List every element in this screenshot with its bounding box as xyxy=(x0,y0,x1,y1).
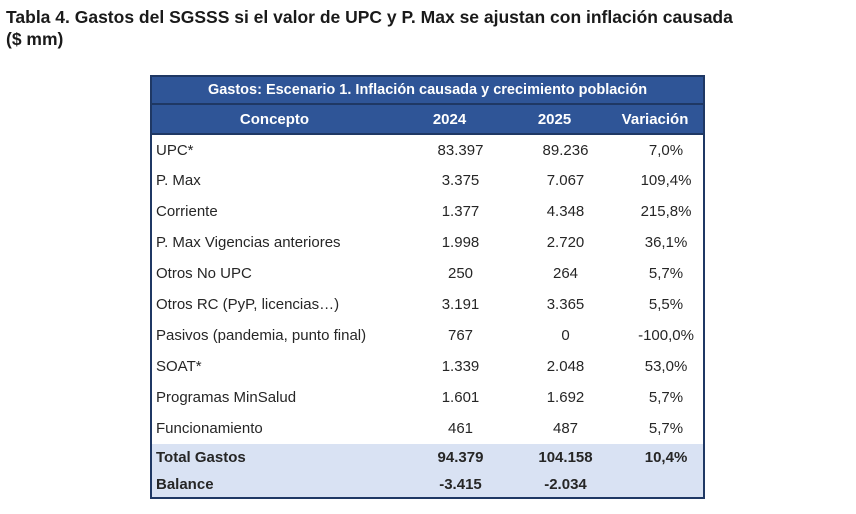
cell-2024: 250 xyxy=(397,258,502,289)
cell-concepto: Corriente xyxy=(151,196,397,227)
cell-2024: 3.375 xyxy=(397,165,502,196)
table-row: Pasivos (pandemia, punto final) 767 0 -1… xyxy=(151,320,705,351)
table-row: UPC* 83.397 89.236 7,0% xyxy=(151,134,705,165)
page-title: Tabla 4. Gastos del SGSSS si el valor de… xyxy=(6,6,850,51)
column-header-concepto: Concepto xyxy=(151,104,397,135)
cell-2025: 0 xyxy=(502,320,607,351)
cell-variacion: 5,7% xyxy=(607,258,705,289)
cell-2025: 487 xyxy=(502,413,607,444)
table-row: Programas MinSalud 1.601 1.692 5,7% xyxy=(151,382,705,413)
cell-2025: 89.236 xyxy=(502,134,607,165)
table-banner: Gastos: Escenario 1. Inflación causada y… xyxy=(151,76,705,105)
cell-variacion: 5,7% xyxy=(607,413,705,444)
page-title-unit: ($ mm) xyxy=(6,29,64,50)
balance-row: Balance -3.415 -2.034 xyxy=(151,471,705,498)
cell-2024: -3.415 xyxy=(397,471,502,498)
cell-concepto: Balance xyxy=(151,471,397,498)
cell-2025: -2.034 xyxy=(502,471,607,498)
cell-2024: 767 xyxy=(397,320,502,351)
table-row: SOAT* 1.339 2.048 53,0% xyxy=(151,351,705,382)
table-row: Otros No UPC 250 264 5,7% xyxy=(151,258,705,289)
cell-2025: 2.048 xyxy=(502,351,607,382)
cell-variacion: 7,0% xyxy=(607,134,705,165)
cell-2024: 1.377 xyxy=(397,196,502,227)
cell-2025: 1.692 xyxy=(502,382,607,413)
cell-variacion: 215,8% xyxy=(607,196,705,227)
cell-2024: 1.601 xyxy=(397,382,502,413)
gastos-table: Gastos: Escenario 1. Inflación causada y… xyxy=(150,75,706,499)
column-header-2025: 2025 xyxy=(502,104,607,135)
cell-variacion xyxy=(607,471,705,498)
table-header-row: Concepto 2024 2025 Variación xyxy=(151,104,705,135)
cell-2024: 1.998 xyxy=(397,227,502,258)
cell-2025: 4.348 xyxy=(502,196,607,227)
cell-2024: 83.397 xyxy=(397,134,502,165)
cell-variacion: 53,0% xyxy=(607,351,705,382)
cell-concepto: P. Max xyxy=(151,165,397,196)
gastos-table-container: Gastos: Escenario 1. Inflación causada y… xyxy=(150,75,706,499)
table-row: Corriente 1.377 4.348 215,8% xyxy=(151,196,705,227)
cell-concepto: UPC* xyxy=(151,134,397,165)
cell-2025: 264 xyxy=(502,258,607,289)
table-row: P. Max Vigencias anteriores 1.998 2.720 … xyxy=(151,227,705,258)
cell-concepto: P. Max Vigencias anteriores xyxy=(151,227,397,258)
cell-concepto: Funcionamiento xyxy=(151,413,397,444)
cell-concepto: Otros No UPC xyxy=(151,258,397,289)
cell-2024: 3.191 xyxy=(397,289,502,320)
cell-2025: 104.158 xyxy=(502,444,607,471)
cell-concepto: Total Gastos xyxy=(151,444,397,471)
table-banner-row: Gastos: Escenario 1. Inflación causada y… xyxy=(151,76,705,105)
cell-concepto: Pasivos (pandemia, punto final) xyxy=(151,320,397,351)
cell-2024: 94.379 xyxy=(397,444,502,471)
cell-variacion: 36,1% xyxy=(607,227,705,258)
cell-2024: 461 xyxy=(397,413,502,444)
cell-variacion: 5,5% xyxy=(607,289,705,320)
cell-variacion: 10,4% xyxy=(607,444,705,471)
cell-concepto: SOAT* xyxy=(151,351,397,382)
table-row: P. Max 3.375 7.067 109,4% xyxy=(151,165,705,196)
cell-2025: 3.365 xyxy=(502,289,607,320)
cell-variacion: 5,7% xyxy=(607,382,705,413)
cell-2025: 2.720 xyxy=(502,227,607,258)
column-header-variacion: Variación xyxy=(607,104,705,135)
cell-concepto: Programas MinSalud xyxy=(151,382,397,413)
table-row: Funcionamiento 461 487 5,7% xyxy=(151,413,705,444)
cell-variacion: -100,0% xyxy=(607,320,705,351)
cell-2024: 1.339 xyxy=(397,351,502,382)
cell-concepto: Otros RC (PyP, licencias…) xyxy=(151,289,397,320)
total-gastos-row: Total Gastos 94.379 104.158 10,4% xyxy=(151,444,705,471)
page-title-text: Tabla 4. Gastos del SGSSS si el valor de… xyxy=(6,7,733,27)
table-row: Otros RC (PyP, licencias…) 3.191 3.365 5… xyxy=(151,289,705,320)
cell-2025: 7.067 xyxy=(502,165,607,196)
column-header-2024: 2024 xyxy=(397,104,502,135)
cell-variacion: 109,4% xyxy=(607,165,705,196)
